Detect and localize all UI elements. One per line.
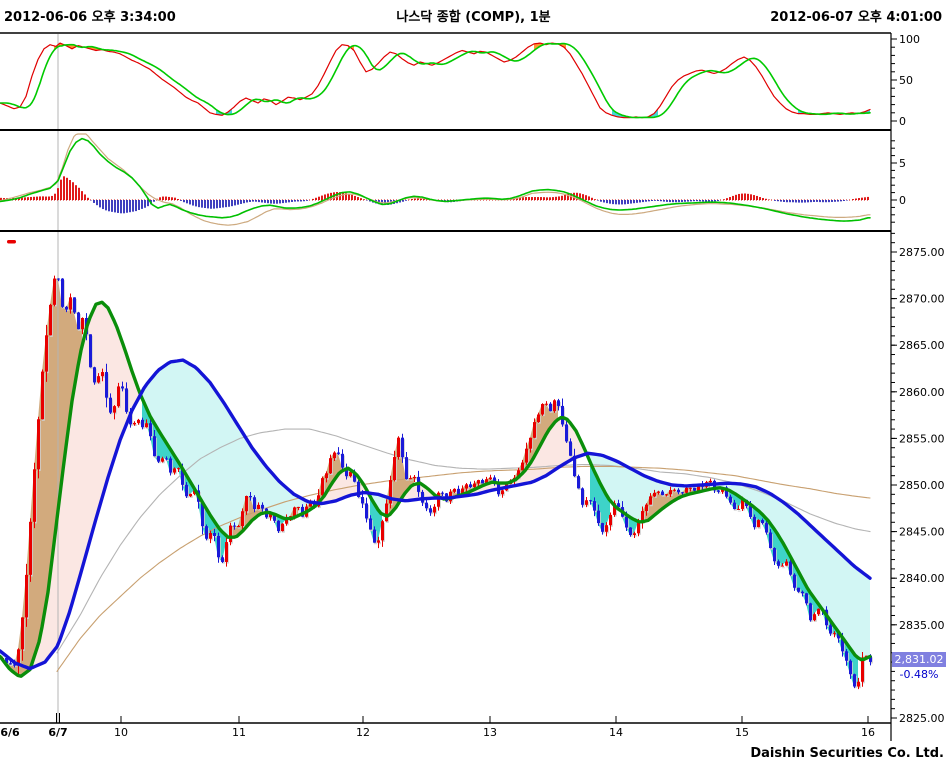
axes: 100500502875.002870.002865.002860.002855… xyxy=(0,32,945,741)
svg-text:2860.00: 2860.00 xyxy=(899,386,945,399)
svg-text:6/6: 6/6 xyxy=(0,726,20,739)
svg-text:12: 12 xyxy=(356,726,370,739)
svg-text:5: 5 xyxy=(899,157,906,170)
svg-text:15: 15 xyxy=(735,726,749,739)
x-axis: 6/6 6/7 10 11 12 13 14 15 16 xyxy=(0,713,875,739)
svg-text:100: 100 xyxy=(899,33,920,46)
chart-end-timestamp: 2012-06-07 오후 4:01:00 xyxy=(770,10,942,25)
current-price-badge: 2,831.02 xyxy=(892,652,946,667)
oscillator-panel xyxy=(0,34,871,129)
svg-text:2850.00: 2850.00 xyxy=(899,479,945,492)
macd-histogram xyxy=(0,176,869,214)
svg-text:2855.00: 2855.00 xyxy=(899,432,945,445)
svg-text:0: 0 xyxy=(899,194,906,207)
svg-text:11: 11 xyxy=(232,726,246,739)
svg-text:2865.00: 2865.00 xyxy=(899,339,945,352)
candles xyxy=(1,275,873,690)
current-change-percent: -0.48% xyxy=(899,668,939,681)
svg-text:50: 50 xyxy=(899,74,913,87)
price-panel xyxy=(0,232,873,722)
macd-panel xyxy=(0,131,871,230)
svg-text:2875.00: 2875.00 xyxy=(899,246,945,259)
svg-text:2835.00: 2835.00 xyxy=(899,619,945,632)
svg-text:10: 10 xyxy=(114,726,128,739)
svg-text:0: 0 xyxy=(899,115,906,128)
chart-title: 나스닥 종합 (COMP), 1분 xyxy=(396,10,551,25)
series-marker-dash xyxy=(7,240,16,244)
svg-text:2825.00: 2825.00 xyxy=(899,712,945,725)
svg-text:6/7: 6/7 xyxy=(48,726,67,739)
chart-start-timestamp: 2012-06-06 오후 3:34:00 xyxy=(4,10,176,25)
svg-text:2870.00: 2870.00 xyxy=(899,293,945,306)
svg-text:13: 13 xyxy=(483,726,497,739)
svg-text:14: 14 xyxy=(609,726,623,739)
svg-text:16: 16 xyxy=(861,726,875,739)
svg-text:2840.00: 2840.00 xyxy=(899,572,945,585)
svg-text:2845.00: 2845.00 xyxy=(899,526,945,539)
brand-label: Daishin Securities Co. Ltd. xyxy=(750,746,944,761)
